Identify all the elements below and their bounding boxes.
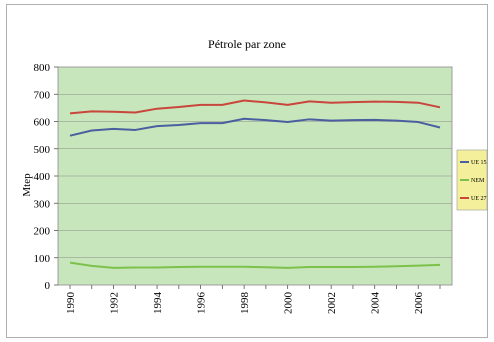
chart-title: Pétrole par zone <box>208 37 286 51</box>
y-tick-label-600: 600 <box>34 117 51 129</box>
plot-area: 0 100 200 300 400 500 600 700 800 1990 1992 1994 199… <box>34 62 453 314</box>
y-tick-label-200: 200 <box>34 226 51 238</box>
y-tick-label-300: 300 <box>34 198 51 210</box>
legend-label-ue-27: UE 27 <box>471 196 487 202</box>
y-tick-label-800: 800 <box>34 62 51 74</box>
y-tick-label-100: 100 <box>34 253 51 265</box>
series-line-ue-15 <box>69 117 441 137</box>
x-tick-label-1996: 1996 <box>196 292 208 315</box>
series-line-ue-27 <box>69 99 441 115</box>
y-tick-label-500: 500 <box>34 144 51 156</box>
x-tick-label-1998: 1998 <box>239 292 251 315</box>
legend: UE 15 NEM UE 27 <box>456 149 488 211</box>
x-tick-label-1990: 1990 <box>65 292 77 315</box>
x-tick-label-2006: 2006 <box>413 292 425 315</box>
x-tick-label-2000: 2000 <box>283 292 295 315</box>
x-tick-label-1994: 1994 <box>152 292 164 315</box>
x-tick-label-2004: 2004 <box>370 292 382 315</box>
y-axis-label: Mtep <box>21 173 33 197</box>
x-tick-label-1992: 1992 <box>109 292 121 314</box>
legend-label-nem: NEM <box>471 178 485 184</box>
y-tick-label-400: 400 <box>34 171 51 183</box>
y-tick-label-0: 0 <box>45 280 51 292</box>
legend-label-ue-15: UE 15 <box>471 160 487 166</box>
x-tick-label-2002: 2002 <box>326 292 338 314</box>
series-line-nem <box>69 261 441 269</box>
y-tick-label-700: 700 <box>34 89 51 101</box>
